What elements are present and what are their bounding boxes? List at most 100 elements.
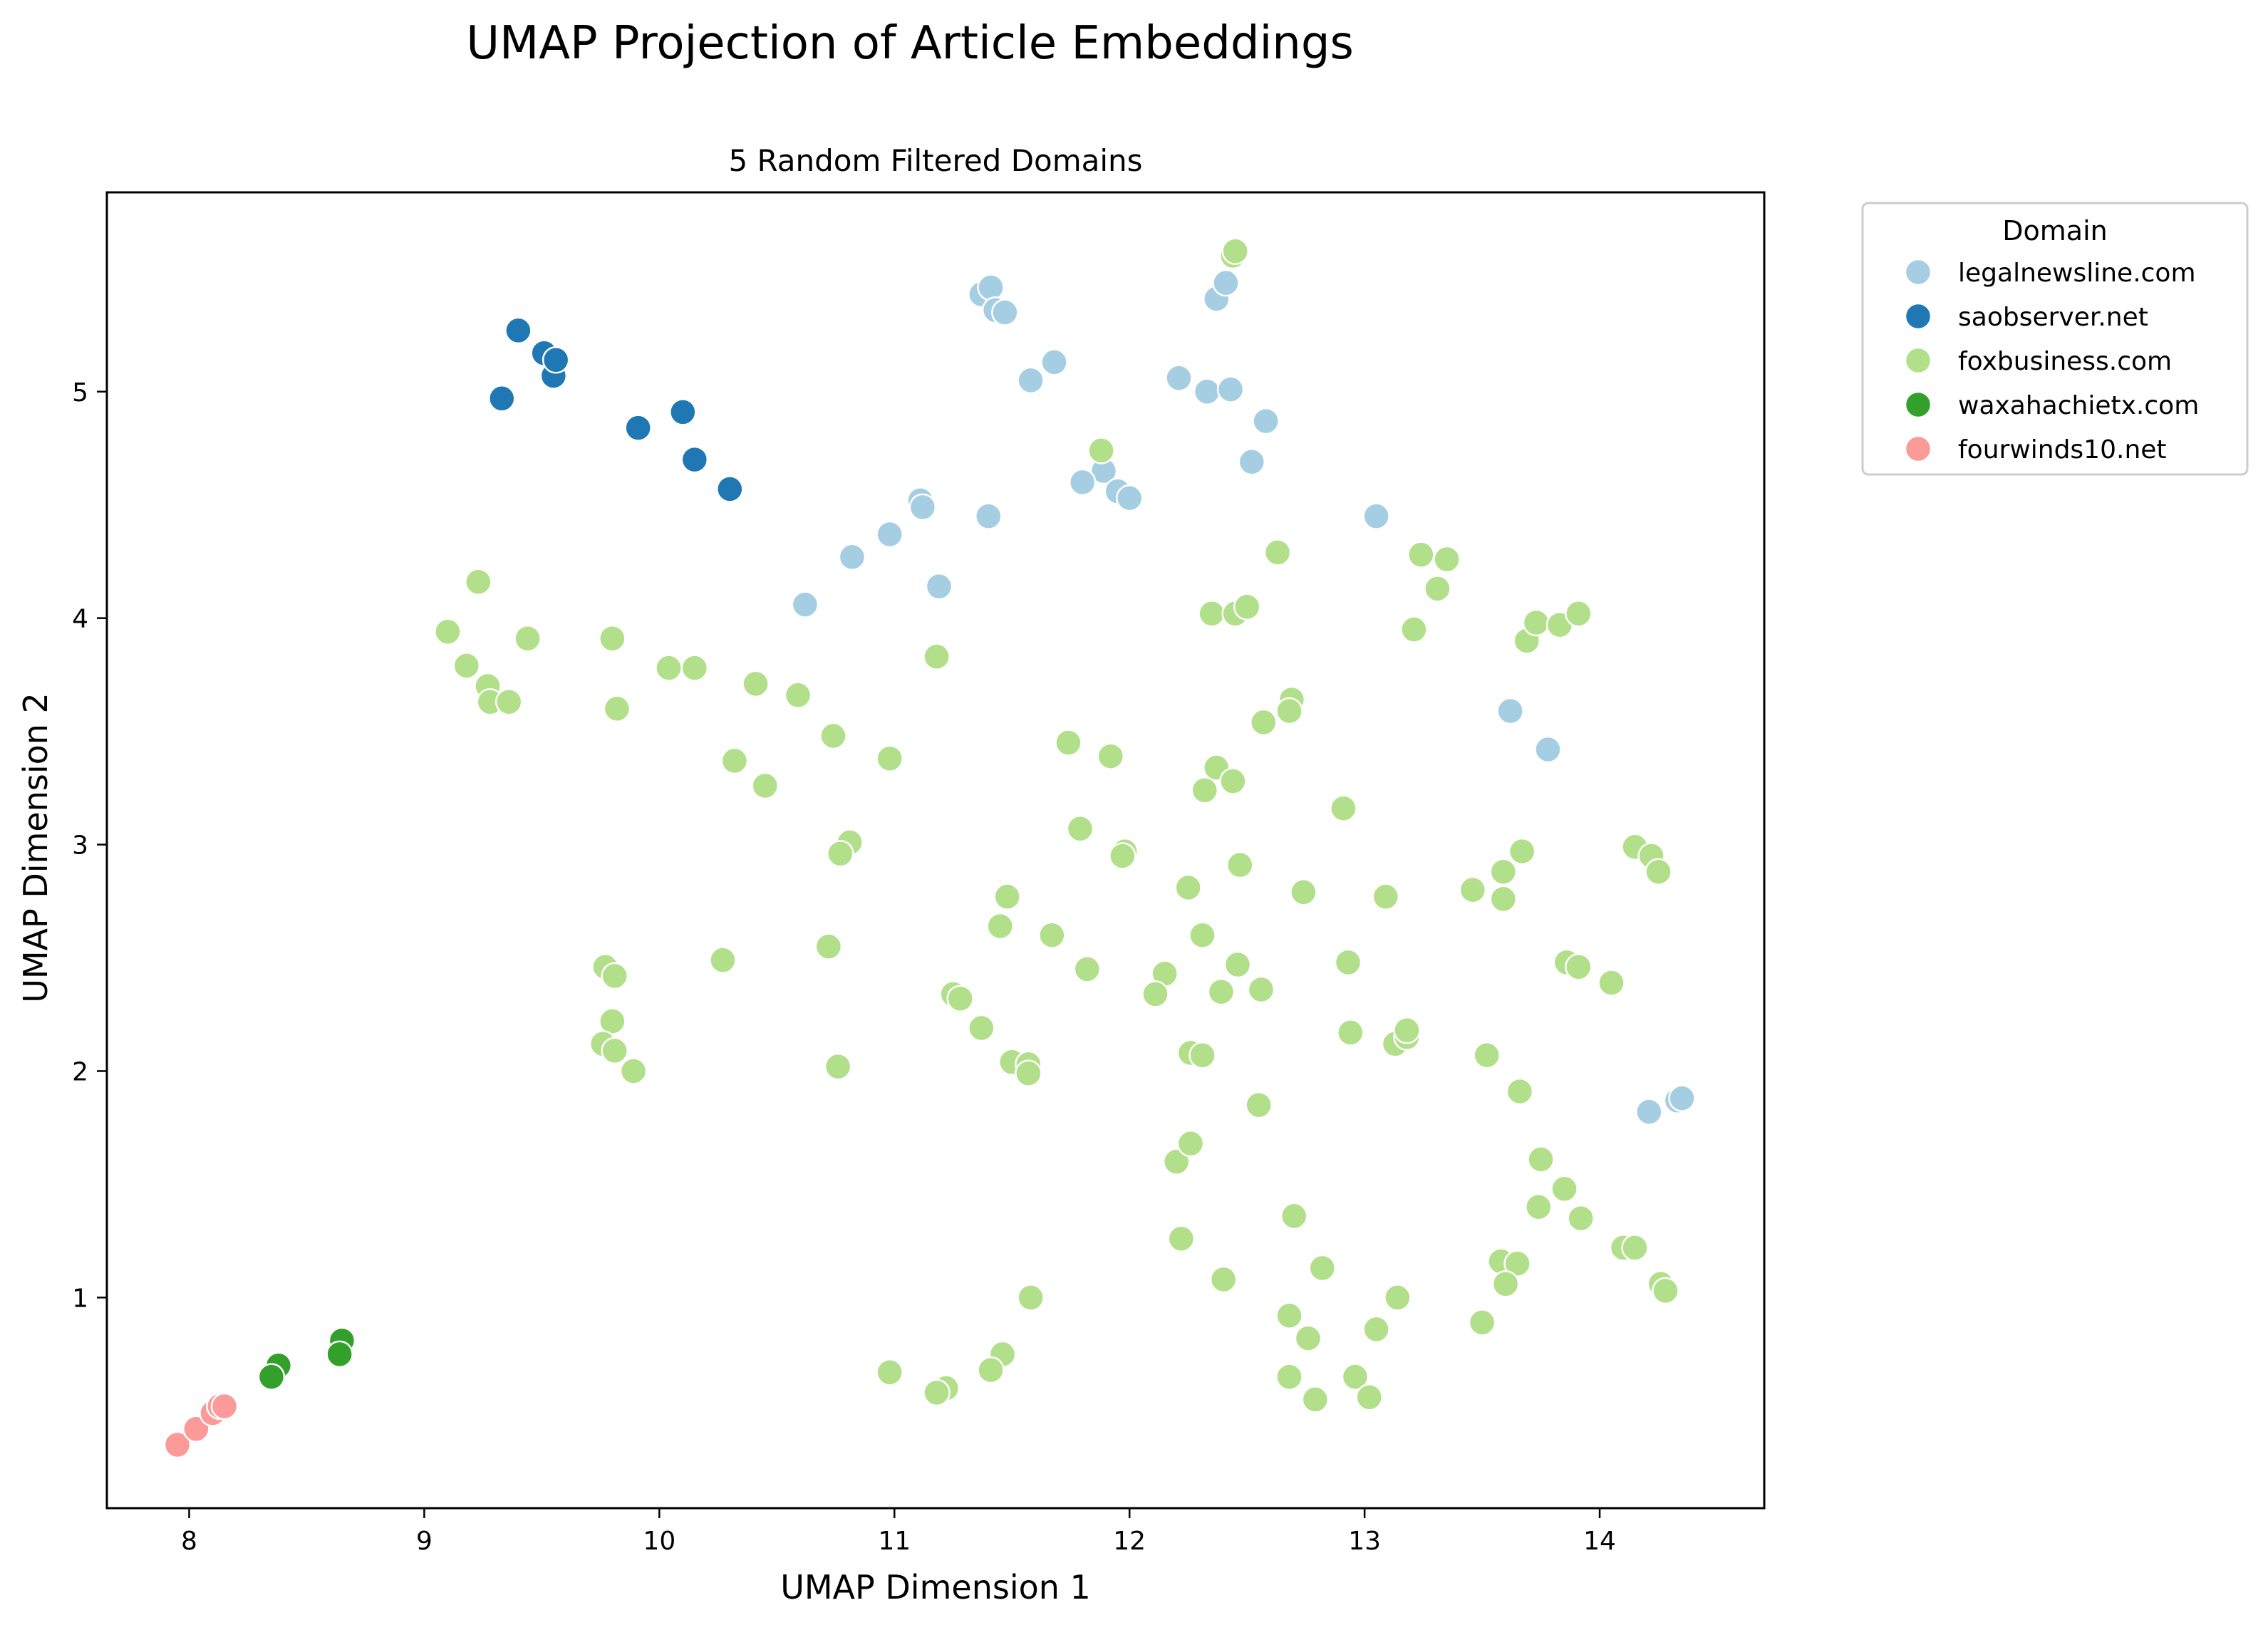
scatter-point-legalnewsline-com [977, 274, 1005, 301]
scatter-point-legalnewsline-com [838, 543, 866, 571]
scatter-point-legalnewsline-com [1635, 1098, 1663, 1126]
scatter-point-foxbusiness-com [1017, 1284, 1045, 1312]
scatter-point-foxbusiness-com [1176, 1129, 1205, 1158]
scatter-point-foxbusiness-com [1489, 858, 1518, 886]
legend-label: foxbusiness.com [1958, 347, 2172, 376]
scatter-point-foxbusiness-com [514, 625, 542, 653]
scatter-point-legalnewsline-com [974, 502, 1003, 530]
scatter-point-foxbusiness-com [603, 695, 631, 723]
scatter-point-foxbusiness-com [1372, 883, 1400, 910]
x-tick-label: 8 [181, 1527, 197, 1556]
scatter-point-foxbusiness-com [1565, 952, 1593, 981]
scatter-point-foxbusiness-com [968, 1014, 995, 1042]
legend-marker [1904, 258, 1932, 286]
scatter-point-foxbusiness-com [1334, 948, 1362, 977]
scatter-point-foxbusiness-com [1109, 842, 1136, 870]
scatter-point-foxbusiness-com [1362, 1315, 1390, 1344]
scatter-point-legalnewsline-com [1212, 269, 1240, 297]
scatter-point-foxbusiness-com [1433, 545, 1461, 573]
scatter-point-fourwinds10-net [182, 1415, 210, 1443]
x-tick-label: 14 [1583, 1527, 1616, 1556]
scatter-point-foxbusiness-com [655, 654, 683, 682]
chart-title: 5 Random Filtered Domains [728, 143, 1142, 178]
scatter-point-foxbusiness-com [1189, 921, 1216, 949]
legend-title: Domain [2002, 215, 2107, 246]
legend-label: legalnewsline.com [1958, 259, 2196, 288]
scatter-point-foxbusiness-com [1245, 1091, 1273, 1119]
scatter-point-saobserver-net [488, 385, 516, 412]
scatter-point-foxbusiness-com [1459, 876, 1487, 904]
scatter-point-legalnewsline-com [791, 591, 819, 618]
scatter-point-foxbusiness-com [1263, 539, 1292, 566]
scatter-point-fourwinds10-net [210, 1392, 239, 1421]
scatter-point-foxbusiness-com [1055, 729, 1082, 757]
scatter-point-foxbusiness-com [1189, 1041, 1216, 1069]
scatter-point-waxahachietx-com [326, 1340, 353, 1369]
scatter-point-foxbusiness-com [1275, 1363, 1303, 1391]
scatter-point-foxbusiness-com [1525, 1193, 1553, 1221]
scatter-points [163, 237, 1696, 1459]
scatter-point-saobserver-net [680, 445, 709, 474]
legend-marker [1904, 435, 1932, 463]
scatter-point-foxbusiness-com [1250, 708, 1278, 737]
scatter-point-foxbusiness-com [1038, 921, 1066, 949]
scatter-point-foxbusiness-com [1468, 1309, 1496, 1336]
y-tick-label: 5 [72, 378, 88, 407]
scatter-point-foxbusiness-com [1308, 1254, 1336, 1282]
scatter-point-foxbusiness-com [619, 1057, 648, 1085]
scatter-point-foxbusiness-com [494, 688, 523, 716]
scatter-point-foxbusiness-com [1280, 1202, 1308, 1230]
scatter-point-foxbusiness-com [1503, 1250, 1531, 1277]
scatter-point-foxbusiness-com [1290, 878, 1317, 906]
scatter-point-legalnewsline-com [1668, 1084, 1696, 1112]
scatter-point-foxbusiness-com [1167, 1225, 1196, 1252]
scatter-point-foxbusiness-com [1407, 541, 1435, 569]
y-axis-label: UMAP Dimension 2 [16, 692, 55, 1003]
scatter-point-foxbusiness-com [1223, 950, 1252, 979]
scatter-point-foxbusiness-com [814, 933, 843, 960]
scatter-point-waxahachietx-com [257, 1363, 286, 1391]
scatter-point-foxbusiness-com [751, 772, 780, 800]
scatter-point-foxbusiness-com [1275, 1302, 1303, 1330]
scatter-point-legalnewsline-com [1017, 366, 1045, 395]
scatter-point-legalnewsline-com [1238, 448, 1266, 476]
x-tick-label: 12 [1113, 1527, 1146, 1556]
legend-marker [1904, 390, 1932, 419]
scatter-point-foxbusiness-com [1506, 1077, 1534, 1106]
scatter-point-foxbusiness-com [1221, 237, 1249, 265]
scatter-point-foxbusiness-com [1621, 1234, 1649, 1262]
scatter-point-foxbusiness-com [1087, 437, 1115, 464]
scatter-point-foxbusiness-com [1198, 600, 1226, 628]
scatter-point-foxbusiness-com [923, 643, 951, 670]
scatter-point-foxbusiness-com [1400, 616, 1428, 643]
scatter-point-legalnewsline-com [1193, 378, 1221, 406]
scatter-point-foxbusiness-com [1207, 977, 1236, 1006]
scatter-point-foxbusiness-com [742, 670, 770, 698]
scatter-point-foxbusiness-com [977, 1356, 1005, 1384]
scatter-point-foxbusiness-com [986, 912, 1014, 940]
scatter-point-foxbusiness-com [1191, 777, 1219, 804]
scatter-point-foxbusiness-com [876, 744, 903, 773]
scatter-point-foxbusiness-com [1424, 575, 1451, 603]
scatter-point-foxbusiness-com [1209, 1265, 1238, 1294]
scatter-point-legalnewsline-com [1165, 364, 1193, 392]
scatter-point-foxbusiness-com [993, 883, 1021, 910]
legend-marker [1904, 302, 1932, 331]
scatter-point-foxbusiness-com [923, 1379, 951, 1407]
scatter-point-legalnewsline-com [1534, 735, 1562, 764]
scatter-point-foxbusiness-com [1337, 1019, 1365, 1047]
scatter-point-foxbusiness-com [1508, 837, 1536, 866]
scatter-point-foxbusiness-com [827, 840, 854, 868]
scatter-point-fourwinds10-net [163, 1431, 192, 1459]
x-tick-label: 9 [416, 1527, 433, 1556]
scatter-point-saobserver-net [542, 346, 570, 374]
scatter-point-foxbusiness-com [1341, 1363, 1369, 1391]
scatter-point-foxbusiness-com [434, 618, 462, 645]
scatter-point-foxbusiness-com [1226, 851, 1254, 879]
scatter-point-foxbusiness-com [1015, 1059, 1042, 1087]
scatter-point-legalnewsline-com [1362, 502, 1390, 530]
scatter-point-foxbusiness-com [1330, 794, 1357, 822]
scatter-point-legalnewsline-com [1216, 375, 1245, 403]
scatter-point-saobserver-net [716, 475, 744, 503]
